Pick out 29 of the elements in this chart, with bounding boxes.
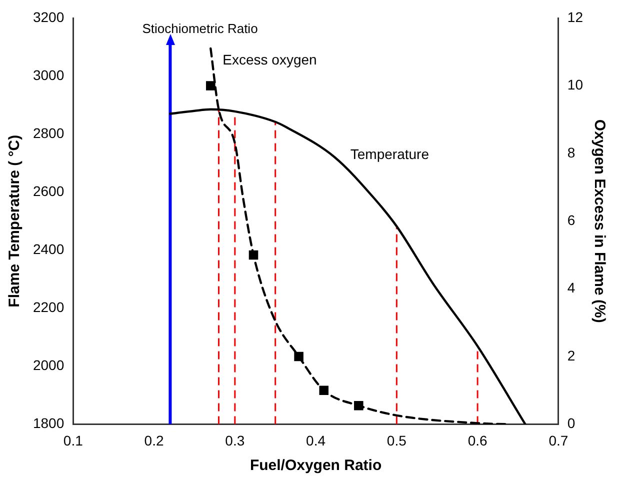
y-tick-label: 3200 [32,8,64,25]
x-tick-label: 0.2 [144,432,164,448]
x-tick-label: 0.4 [306,432,326,448]
y-tick-label: 2200 [32,299,64,315]
ref-line-label: Stiochiometric Ratio [142,21,258,36]
series-label: Excess oxygen [222,51,317,68]
y-tick-label: 3000 [32,66,64,83]
y2-axis-title: Oxygen Excess in Flame (%) [590,119,608,323]
x-tick-label: 0.7 [548,432,568,448]
y2-tick-label: 0 [567,415,576,432]
x-tick-label: 0.6 [468,432,488,448]
series-label: Temperature [350,146,430,162]
y2-tick-label: 12 [567,8,584,25]
y2-tick-label: 8 [567,144,576,160]
x-tick-label: 0.5 [386,432,407,448]
y-tick-label: 2800 [32,124,64,141]
point [206,81,216,90]
y2-tick-label: 10 [567,76,584,93]
y-tick-label: 2600 [32,182,64,199]
y-axis-title: Flame Temperature ( °C) [6,134,24,308]
y2-tick-label: 6 [567,212,576,228]
y2-tick-label: 2 [567,347,576,364]
x-tick-label: 0.1 [63,432,84,448]
y-tick-label: 2400 [32,240,64,257]
y2-tick-label: 4 [567,280,576,296]
x-tick-label: 0.3 [225,432,245,448]
x-axis-title: Fuel/Oxygen Ratio [250,457,382,474]
y-tick-label: 2000 [32,357,64,374]
y-tick-label: 1800 [32,415,64,432]
